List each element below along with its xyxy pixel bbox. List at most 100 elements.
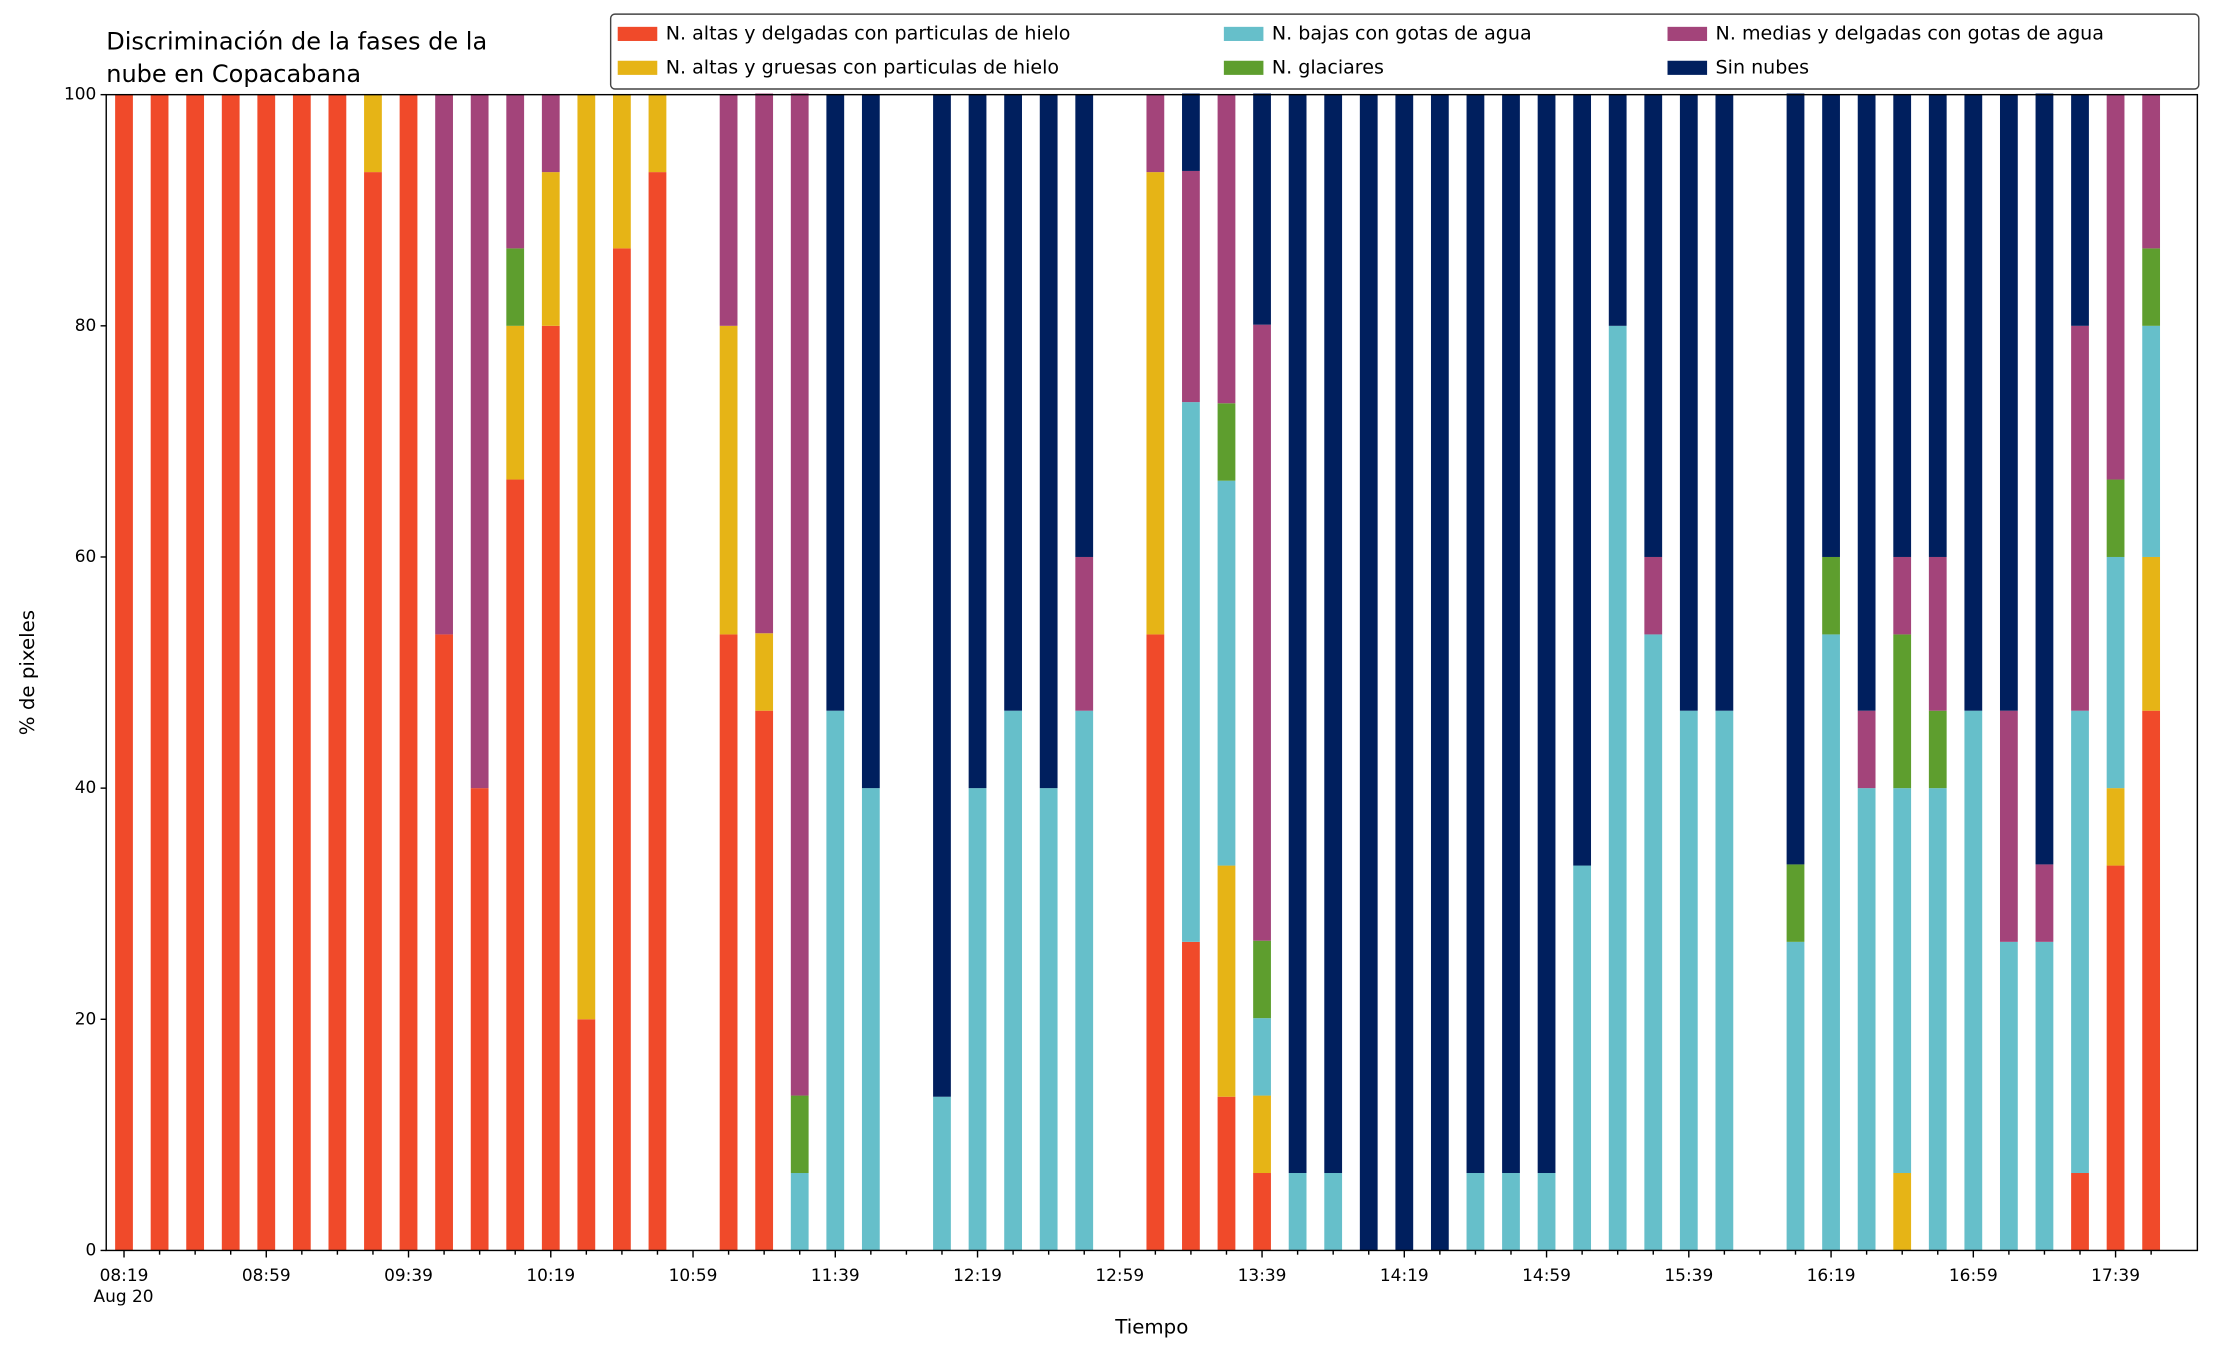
bar-segment bbox=[2142, 710, 2161, 1251]
bar-segment bbox=[1679, 94, 1698, 711]
bar-segment bbox=[257, 94, 276, 1251]
bar-segment bbox=[577, 1019, 596, 1251]
bar-segment bbox=[1395, 94, 1414, 1251]
y-tick-label: 40 bbox=[75, 777, 97, 797]
chart-title: nube en Copacabana bbox=[106, 60, 361, 88]
bar-segment bbox=[1253, 1095, 1271, 1174]
legend-label: N. medias y delgadas con gotas de agua bbox=[1716, 22, 2104, 44]
bar-segment bbox=[790, 93, 809, 1096]
bar-segment bbox=[292, 94, 311, 1251]
bar-segment bbox=[435, 94, 453, 635]
bar-segment bbox=[1430, 94, 1449, 1251]
bar-segment bbox=[1217, 1096, 1236, 1251]
bar-segment bbox=[1537, 94, 1556, 1174]
y-tick-label: 0 bbox=[86, 1239, 97, 1259]
bar-segment bbox=[1715, 94, 1734, 711]
y-tick-label: 20 bbox=[75, 1008, 97, 1028]
bar-segment bbox=[1857, 710, 1876, 789]
bar-segment bbox=[1999, 710, 2018, 942]
bar-segment bbox=[1608, 325, 1627, 1251]
bar-segment bbox=[968, 788, 987, 1251]
bar-segment bbox=[506, 479, 525, 1251]
bar-segment bbox=[1786, 864, 1805, 942]
bar-segment bbox=[2142, 556, 2161, 711]
x-axis-label: Tiempo bbox=[1114, 1316, 1188, 1339]
bar-segment bbox=[541, 325, 560, 1251]
bar-segment bbox=[1182, 402, 1200, 942]
x-sublabel: Aug 20 bbox=[94, 1286, 154, 1306]
legend-label: N. glaciares bbox=[1272, 56, 1384, 78]
y-tick-label: 80 bbox=[75, 315, 97, 335]
x-tick-label: 17:39 bbox=[2091, 1265, 2140, 1285]
bar-segment bbox=[2071, 710, 2089, 1174]
bar-segment bbox=[1928, 710, 1947, 789]
bar-segment bbox=[755, 633, 774, 711]
bar-segment bbox=[2106, 865, 2125, 1251]
x-tick-label: 10:59 bbox=[669, 1265, 718, 1285]
bar-segment bbox=[1964, 710, 1983, 1251]
bar-segment bbox=[541, 172, 560, 326]
legend-swatch bbox=[1223, 26, 1264, 41]
bar-segment bbox=[1253, 93, 1271, 325]
bar-segment bbox=[1182, 93, 1200, 171]
legend-swatch bbox=[1223, 60, 1264, 75]
bar-segment bbox=[2035, 93, 2054, 865]
bar-segment bbox=[364, 172, 382, 1251]
bar-segment bbox=[1146, 94, 1165, 173]
bar-segment bbox=[1893, 94, 1912, 557]
bar-segment bbox=[1466, 94, 1485, 1174]
x-tick-label: 12:59 bbox=[1095, 1265, 1144, 1285]
bar-segment bbox=[1217, 865, 1236, 1097]
bar-segment bbox=[1004, 710, 1022, 1251]
bar-segment bbox=[1644, 94, 1663, 557]
bar-segment bbox=[506, 248, 525, 326]
bar-segment bbox=[470, 94, 489, 789]
y-tick-label: 100 bbox=[64, 84, 96, 104]
x-tick-label: 09:39 bbox=[384, 1265, 433, 1285]
bar-segment bbox=[2142, 325, 2161, 557]
bar-segment bbox=[399, 94, 418, 1251]
x-tick-label: 13:39 bbox=[1238, 1265, 1287, 1285]
x-tick-label: 14:19 bbox=[1380, 1265, 1429, 1285]
legend-label: N. altas y gruesas con particulas de hie… bbox=[666, 56, 1059, 78]
bar-segment bbox=[186, 94, 205, 1251]
bar-segment bbox=[1644, 556, 1663, 635]
bar-segment bbox=[1253, 1173, 1271, 1251]
bar-segment bbox=[1146, 634, 1165, 1251]
bar-segment bbox=[1182, 941, 1200, 1251]
bar-segment bbox=[1608, 94, 1627, 326]
bar-segment bbox=[2106, 788, 2125, 866]
x-tick-label: 15:39 bbox=[1664, 1265, 1713, 1285]
bar-segment bbox=[1217, 480, 1236, 866]
y-axis-label: % de pixeles bbox=[16, 610, 39, 735]
bar-segment bbox=[1253, 940, 1271, 1019]
bar-segment bbox=[933, 1096, 951, 1251]
bar-segment bbox=[826, 94, 845, 711]
bar-segment bbox=[1964, 94, 1983, 711]
bar-segment bbox=[755, 710, 774, 1251]
plot-frame bbox=[105, 93, 2199, 1252]
bar-segment bbox=[1857, 94, 1876, 711]
bar-segment bbox=[1928, 94, 1947, 557]
bar-segment bbox=[719, 634, 738, 1251]
bar-segment bbox=[1644, 634, 1663, 1251]
bar-segment bbox=[1786, 941, 1805, 1251]
bar-segment bbox=[613, 94, 631, 249]
x-tick-label: 08:59 bbox=[242, 1265, 291, 1285]
bar-segment bbox=[1537, 1173, 1556, 1251]
bar-segment bbox=[2071, 325, 2089, 711]
legend-label: N. altas y delgadas con particulas de hi… bbox=[666, 22, 1071, 44]
bar-segment bbox=[1359, 94, 1378, 1251]
bar-segment bbox=[1822, 634, 1840, 1251]
bar-segment bbox=[755, 93, 774, 634]
bar-segment bbox=[1893, 1173, 1912, 1251]
bar-segment bbox=[2106, 556, 2125, 789]
bar-segment bbox=[1715, 710, 1734, 1251]
chart-title: Discriminación de la fases de la bbox=[106, 27, 487, 55]
y-tick-label: 60 bbox=[75, 546, 97, 566]
x-tick-label: 14:59 bbox=[1522, 1265, 1571, 1285]
bar-segment bbox=[1999, 94, 2018, 711]
bar-segment bbox=[364, 94, 382, 173]
bar-segment bbox=[1502, 94, 1520, 1174]
